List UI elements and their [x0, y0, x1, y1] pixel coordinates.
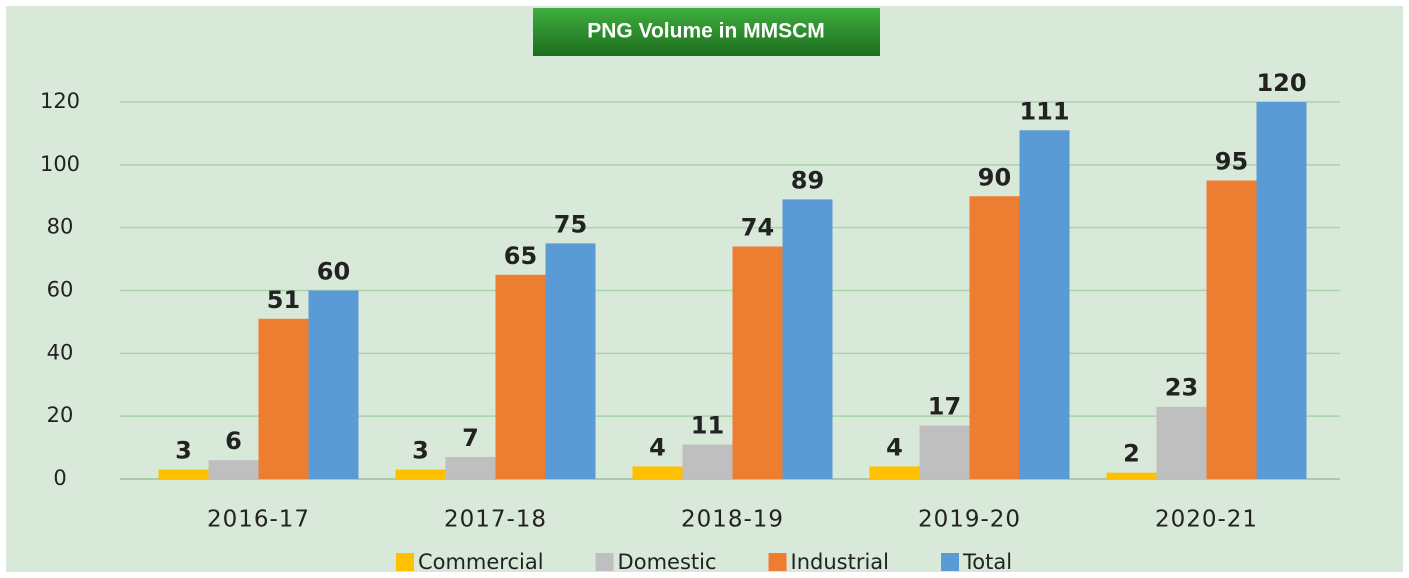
data-label: 75 [554, 210, 587, 238]
data-label: 90 [978, 163, 1011, 191]
x-tick-label: 2020-21 [1155, 507, 1258, 533]
y-tick-label: 80 [47, 215, 74, 239]
x-tick-label: 2016-17 [207, 507, 310, 533]
legend-label: Commercial [418, 550, 544, 574]
x-tick-label: 2018-19 [681, 507, 784, 533]
y-tick-label: 120 [40, 89, 80, 113]
y-tick-label: 60 [47, 278, 74, 302]
data-label: 7 [462, 424, 479, 452]
data-label: 74 [741, 214, 774, 242]
legend-swatch [395, 553, 414, 571]
data-label: 111 [1019, 97, 1069, 125]
data-label: 89 [791, 166, 824, 194]
bar [782, 199, 833, 479]
legend-swatch [595, 553, 614, 571]
bar [1019, 130, 1070, 479]
bar [682, 444, 733, 479]
legend-label: Industrial [791, 550, 890, 574]
legend-swatch [941, 553, 960, 571]
bar [208, 460, 259, 479]
data-label: 11 [691, 411, 724, 439]
bar [495, 274, 546, 479]
data-label: 2 [1123, 440, 1140, 468]
legend-label: Domestic [618, 550, 717, 574]
legend-swatch [768, 553, 787, 571]
bar [969, 196, 1020, 479]
y-tick-label: 0 [53, 466, 66, 490]
bar [1256, 102, 1307, 479]
bar [1206, 180, 1257, 479]
y-tick-label: 40 [47, 340, 74, 364]
bar [445, 457, 496, 479]
chart-title: PNG Volume in MMSCM [587, 20, 825, 43]
data-label: 3 [175, 437, 192, 465]
data-label: 95 [1215, 148, 1248, 176]
data-label: 23 [1165, 374, 1198, 402]
bar [869, 466, 920, 479]
y-tick-label: 100 [40, 152, 80, 176]
x-tick-label: 2019-20 [918, 507, 1021, 533]
bar [1106, 472, 1157, 479]
bar [1156, 406, 1207, 479]
plot-background [6, 6, 1403, 572]
legend-label: Total [962, 550, 1012, 574]
title-banner [533, 8, 880, 56]
bar [919, 425, 970, 479]
data-label: 3 [412, 437, 429, 465]
bar [308, 290, 359, 479]
data-label: 4 [886, 433, 903, 461]
data-label: 51 [267, 286, 300, 314]
data-label: 6 [225, 427, 242, 455]
bar [395, 469, 446, 479]
data-label: 65 [504, 242, 537, 270]
data-label: 17 [928, 393, 961, 421]
x-tick-label: 2017-18 [444, 507, 547, 533]
bar [258, 318, 309, 479]
bar [732, 246, 783, 479]
bar [545, 243, 596, 479]
bar [632, 466, 683, 479]
data-label: 120 [1256, 69, 1306, 97]
data-label: 60 [317, 258, 350, 286]
bar [158, 469, 209, 479]
y-tick-label: 20 [47, 403, 74, 427]
data-label: 4 [649, 433, 666, 461]
